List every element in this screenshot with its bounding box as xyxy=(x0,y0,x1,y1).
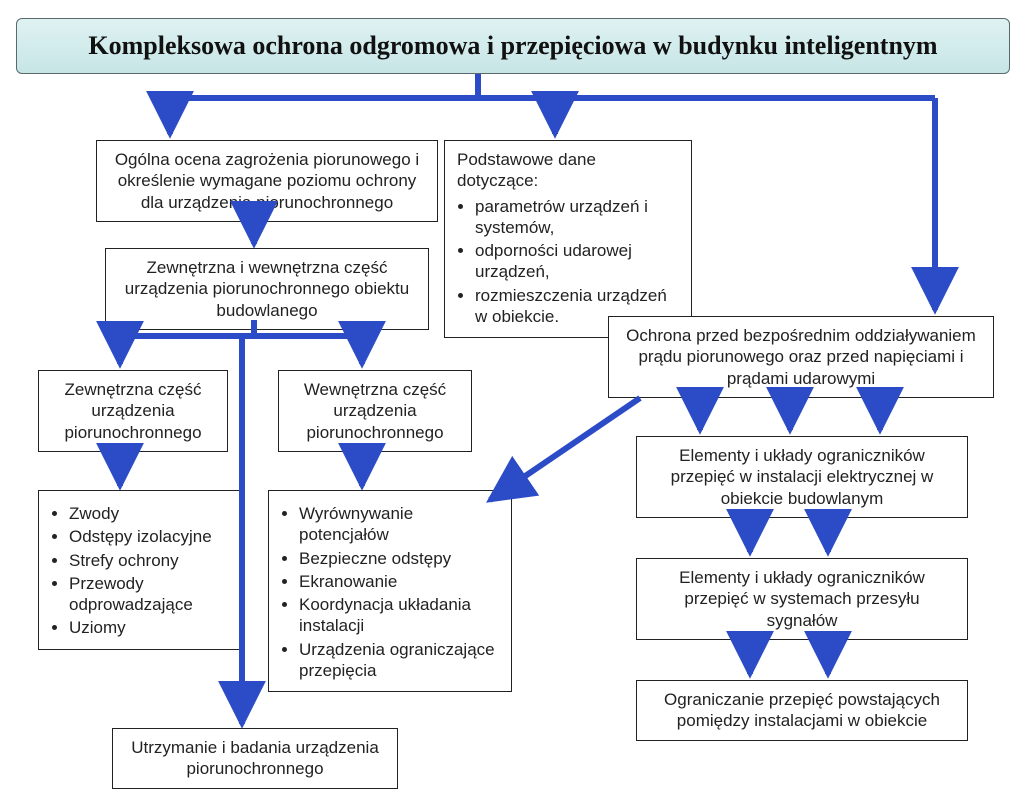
wew-list: Wyrównywanie potencjałów Bezpieczne odst… xyxy=(299,503,499,681)
txt-ochrona-przed: Ochrona przed bezpośrednim oddziaływanie… xyxy=(626,326,976,388)
wew-item: Bezpieczne odstępy xyxy=(299,548,499,569)
node-wew-items: Wyrównywanie potencjałów Bezpieczne odst… xyxy=(268,490,512,692)
node-ogran: Ograniczanie przepięć powstających pomię… xyxy=(636,680,968,741)
txt-elem-syst: Elementy i układy ograniczników przepięć… xyxy=(679,568,925,630)
node-ochrona-przed: Ochrona przed bezpośrednim oddziaływanie… xyxy=(608,316,994,398)
txt-elem-instal: Elementy i układy ograniczników przepięć… xyxy=(671,446,934,508)
wew-item: Urządzenia ograniczające przepięcia xyxy=(299,639,499,682)
node-podstawowe: Podstawowe dane dotyczące: parametrów ur… xyxy=(444,140,692,338)
zew-item: Uziomy xyxy=(69,617,231,638)
node-utrzym: Utrzymanie i badania urządzenia piorunoc… xyxy=(112,728,398,789)
node-zew-items: Zwody Odstępy izolacyjne Strefy ochrony … xyxy=(38,490,244,650)
zew-item: Zwody xyxy=(69,503,231,524)
podst-list: parametrów urządzeń i systemów, odpornoś… xyxy=(475,196,679,328)
podst-item: parametrów urządzeń i systemów, xyxy=(475,196,679,239)
zew-item: Przewody odprowadzające xyxy=(69,573,231,616)
txt-wew-czesc: Wewnętrzna część urządzenia piorunochron… xyxy=(304,380,446,442)
txt-podst-hdr: Podstawowe dane dotyczące: xyxy=(457,149,679,192)
txt-utrzym: Utrzymanie i badania urządzenia piorunoc… xyxy=(131,738,379,778)
wew-item: Koordynacja układania instalacji xyxy=(299,594,499,637)
zew-item: Odstępy izolacyjne xyxy=(69,526,231,547)
podst-item: odporności udarowej urządzeń, xyxy=(475,240,679,283)
txt-ogran: Ograniczanie przepięć powstających pomię… xyxy=(664,690,940,730)
wew-item: Wyrównywanie potencjałów xyxy=(299,503,499,546)
txt-ogolna: Ogólna ocena zagrożenia piorunowego i ok… xyxy=(115,150,419,212)
zew-item: Strefy ochrony xyxy=(69,550,231,571)
wew-item: Ekranowanie xyxy=(299,571,499,592)
node-zew-czesc: Zewnętrzna część urządzenia piorunochron… xyxy=(38,370,228,452)
title-text: Kompleksowa ochrona odgromowa i przepięc… xyxy=(88,31,937,61)
zew-list: Zwody Odstępy izolacyjne Strefy ochrony … xyxy=(69,503,231,639)
txt-zew-wew: Zewnętrzna i wewnętrzna część urządzenia… xyxy=(125,258,409,320)
title-box: Kompleksowa ochrona odgromowa i przepięc… xyxy=(16,18,1010,74)
node-elem-instal: Elementy i układy ograniczników przepięć… xyxy=(636,436,968,518)
node-zew-wew: Zewnętrzna i wewnętrzna część urządzenia… xyxy=(105,248,429,330)
node-wew-czesc: Wewnętrzna część urządzenia piorunochron… xyxy=(278,370,472,452)
txt-zew-czesc: Zewnętrzna część urządzenia piorunochron… xyxy=(64,380,201,442)
node-elem-syst: Elementy i układy ograniczników przepięć… xyxy=(636,558,968,640)
node-ogolna: Ogólna ocena zagrożenia piorunowego i ok… xyxy=(96,140,438,222)
